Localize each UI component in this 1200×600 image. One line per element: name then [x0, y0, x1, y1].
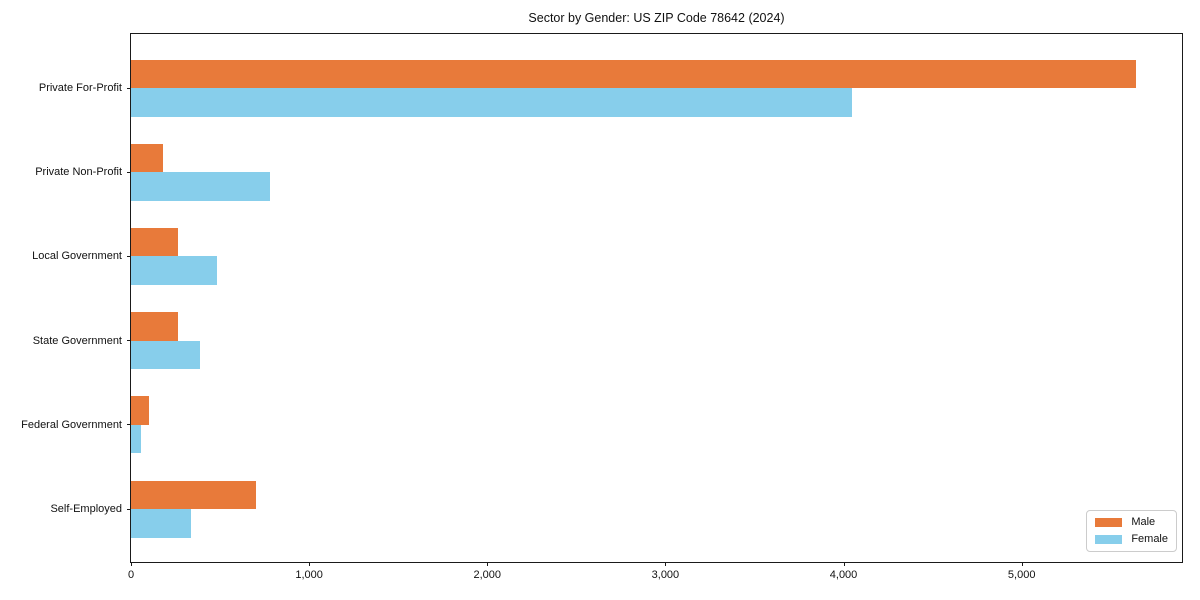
bar-male-private-non-profit	[131, 143, 164, 173]
x-tick-label: 0	[127, 569, 135, 581]
y-tick-mark	[127, 508, 131, 510]
legend-swatch-female	[1095, 535, 1123, 544]
legend-label-male: Male	[1131, 516, 1156, 528]
x-tick-mark	[487, 562, 489, 566]
y-tick-label: Private For-Profit	[38, 82, 122, 94]
bar-female-private-for-profit	[131, 88, 853, 117]
y-tick-mark	[127, 87, 131, 89]
y-tick-label: Self-Employed	[50, 503, 122, 515]
bar-female-self-employed	[131, 509, 191, 538]
y-tick-mark	[127, 340, 131, 342]
legend-item-female: Female	[1095, 534, 1168, 545]
x-tick-mark	[665, 562, 667, 566]
x-tick-label: 2,000	[473, 569, 502, 581]
x-tick-label: 5,000	[1007, 569, 1036, 581]
y-tick-label: Private Non-Profit	[35, 166, 122, 179]
legend: Male Female	[1086, 510, 1177, 552]
bar-male-private-for-profit	[131, 59, 1136, 88]
bar-male-local-government	[131, 227, 179, 257]
x-tick-label: 4,000	[829, 569, 858, 581]
bar-male-state-government	[131, 312, 179, 341]
bar-female-federal-government	[131, 424, 141, 454]
x-tick-mark	[309, 562, 311, 566]
y-tick-label: Local Government	[32, 250, 122, 263]
y-tick-label: Federal Government	[21, 418, 122, 431]
legend-label-female: Female	[1131, 533, 1168, 545]
x-tick-label: 1,000	[295, 569, 323, 581]
bar-female-state-government	[131, 340, 201, 370]
legend-swatch-male	[1095, 518, 1123, 527]
bar-male-federal-government	[131, 396, 149, 425]
y-tick-label: State Government	[32, 334, 122, 347]
y-tick-mark	[127, 171, 131, 173]
x-tick-mark	[1021, 562, 1023, 566]
legend-item-male: Male	[1095, 517, 1168, 528]
y-tick-mark	[127, 255, 131, 257]
bar-male-self-employed	[131, 480, 256, 509]
plot-area: Male Female Private For-Profit Private Non…	[21, 33, 1183, 581]
chart-title: Sector by Gender: US ZIP Code 78642 (202…	[528, 11, 785, 25]
x-tick-mark	[131, 562, 132, 566]
bar-female-local-government	[131, 256, 217, 285]
x-tick-label: 3,000	[651, 569, 680, 581]
y-tick-mark	[127, 424, 131, 426]
bar-female-private-non-profit	[131, 172, 270, 201]
x-tick-mark	[843, 562, 845, 566]
